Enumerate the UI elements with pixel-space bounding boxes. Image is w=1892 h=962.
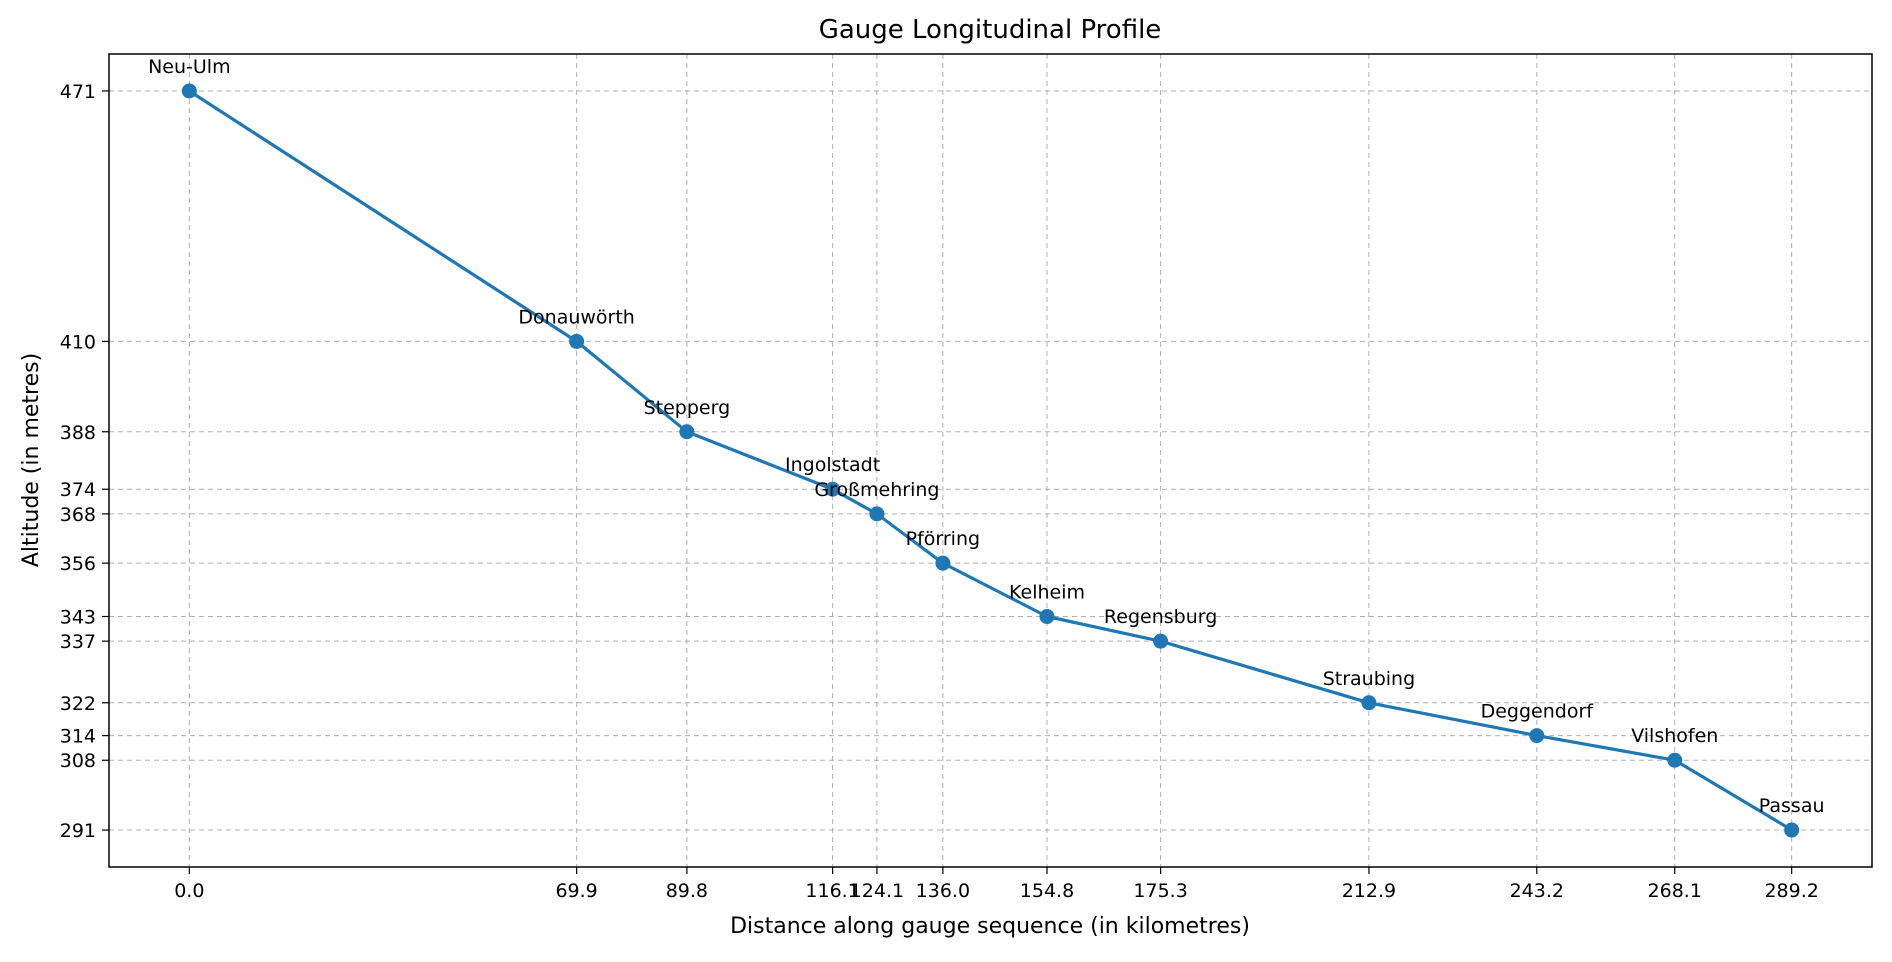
x-tick-label: 0.0 [174,880,204,902]
plot-frame [108,53,1873,868]
data-point-marker [1039,609,1055,625]
x-tick-label: 212.9 [1342,880,1396,902]
data-point-marker [1153,633,1169,649]
y-axis-label: Altitude (in metres) [19,353,44,567]
y-tick-label: 374 [60,479,96,501]
series-line [188,89,1793,832]
data-point-label: Donauwörth [518,306,634,328]
data-point-marker [1529,728,1545,744]
data-point-label: Neu-Ulm [148,56,231,78]
x-tick-label: 243.2 [1510,880,1564,902]
x-axis-label: Distance along gauge sequence (in kilome… [730,914,1250,939]
data-point-marker [679,424,695,440]
label-layer: Neu-Ulm Donauwörth Stepperg Ingolstadt Großm… [148,56,1824,817]
data-point-label: Pförring [906,528,980,550]
data-point-marker [181,83,197,99]
data-point-label: Straubing [1323,668,1415,690]
data-point-marker [1784,822,1800,838]
y-tick-label: 356 [60,553,96,575]
chart-title: Gauge Longitudinal Profile [819,15,1162,45]
y-tick-label: 314 [60,726,96,748]
data-point-label: Vilshofen [1631,725,1718,747]
data-point-label: Großmehring [814,479,939,501]
y-tick-label: 322 [60,693,96,715]
y-tick-label: 337 [60,631,96,653]
y-tick-label: 308 [60,750,96,772]
x-tick-label: 289.2 [1764,880,1818,902]
x-tick-label: 69.9 [555,880,597,902]
data-point-label: Kelheim [1009,582,1085,604]
series-layer [181,83,1800,838]
x-tick-label: 268.1 [1648,880,1702,902]
data-point-label: Deggendorf [1481,701,1595,723]
y-tick-label: 368 [60,504,96,526]
grid-layer [109,54,1872,867]
y-tick-label: 343 [60,607,96,629]
x-tick-label: 175.3 [1133,880,1187,902]
data-point-marker [1361,695,1377,711]
data-point-marker [869,506,885,522]
data-point-label: Passau [1759,795,1825,817]
x-tick-label: 154.8 [1020,880,1074,902]
x-tick-label: 89.8 [666,880,708,902]
data-point-label: Stepperg [644,397,731,419]
y-tick-label: 410 [60,331,96,353]
y-tick-label: 291 [60,820,96,842]
x-tick-label: 136.0 [916,880,970,902]
y-tick-label: 471 [60,81,96,103]
y-tick-label: 388 [60,422,96,444]
x-tick-label: 124.1 [850,880,904,902]
x-tick-label: 116.1 [805,880,859,902]
data-point-marker [935,555,951,571]
data-point-label: Ingolstadt [785,454,880,476]
data-point-marker [1667,752,1683,768]
data-point-label: Regensburg [1104,606,1217,628]
data-point-marker [825,481,841,497]
data-point-marker [569,333,585,349]
